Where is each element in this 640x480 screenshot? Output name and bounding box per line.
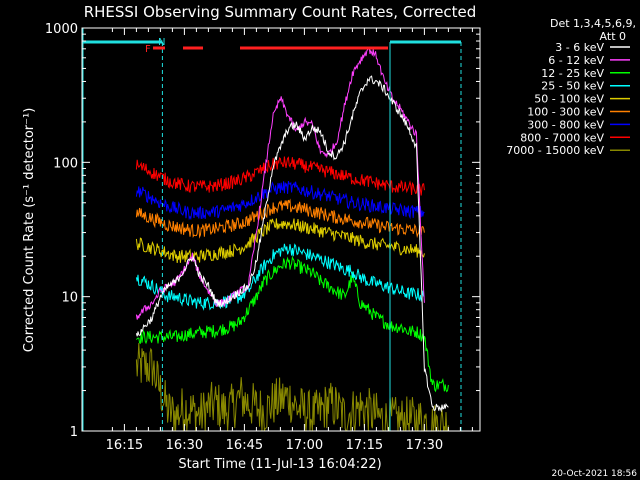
legend-entry-4: 50 - 100 keV (534, 93, 604, 106)
legend-entry-6: 300 - 800 keV (527, 118, 604, 131)
series-line-2 (136, 255, 449, 393)
legend-entry-5: 100 - 300 keV (527, 106, 604, 119)
x-tick-label-4: 17:15 (346, 438, 383, 453)
legend-header-line-2: Att 0 (600, 30, 626, 43)
series-line-7 (135, 156, 425, 196)
y-tick-label-1: 10 (61, 291, 78, 306)
series-2 (136, 255, 449, 393)
series-line-8 (135, 342, 449, 432)
footer-timestamp: 20-Oct-2021 18:56 (552, 469, 638, 479)
x-tick-label-0: 16:15 (106, 438, 143, 453)
series-1 (135, 46, 425, 320)
series-line-6 (135, 180, 425, 221)
x-axis-label: Start Time (11-Jul-13 16:04:22) (178, 457, 381, 472)
series-line-1 (135, 46, 425, 320)
legend-entry-3: 25 - 50 keV (541, 80, 604, 93)
legend-entry-7: 800 - 7000 keV (520, 131, 604, 144)
tick-layer: 16:15 16:30 16:45 17:00 17:15 17:30 1 10 100 1000 (45, 22, 480, 453)
x-tick-label-5: 17:30 (406, 438, 443, 453)
legend-entry-2: 12 - 25 keV (541, 67, 604, 80)
series-line-5 (135, 198, 425, 239)
chart-title: RHESSI Observing Summary Count Rates, Co… (84, 3, 477, 21)
series-4 (135, 218, 425, 263)
x-tick-label-2: 16:45 (226, 438, 263, 453)
legend-entry-8: 7000 - 15000 keV (506, 144, 604, 157)
x-tick-label-1: 16:30 (166, 438, 203, 453)
y-axis-label-group: Corrected Count Rate (s⁻¹ detector⁻¹) (22, 108, 37, 353)
series-line-3 (135, 243, 425, 311)
series-line-0 (135, 75, 449, 413)
series-3 (135, 243, 425, 311)
series-layer (135, 46, 449, 432)
series-6 (135, 180, 425, 221)
y-tick-label-2: 100 (53, 156, 78, 171)
plot-frame (81, 27, 481, 432)
series-0 (135, 75, 449, 413)
legend-entry-0: 3 - 6 keV (555, 41, 604, 54)
x-tick-label-3: 17:00 (286, 438, 323, 453)
legend-entry-1: 6 - 12 keV (548, 54, 604, 67)
series-line-4 (135, 218, 425, 263)
night-flag-label: N (158, 37, 165, 48)
legend-header-line-1: Det 1,3,4,5,6,9, (550, 17, 636, 30)
y-tick-label-0: 1 (70, 425, 78, 440)
series-8 (135, 342, 449, 432)
series-7 (135, 156, 425, 196)
overlay-layer: FN (82, 28, 462, 431)
flare-flag-label: F (145, 44, 151, 55)
series-5 (135, 198, 425, 239)
y-tick-label-3: 1000 (45, 22, 78, 37)
y-axis-label: Corrected Count Rate (s⁻¹ detector⁻¹) (22, 108, 37, 353)
